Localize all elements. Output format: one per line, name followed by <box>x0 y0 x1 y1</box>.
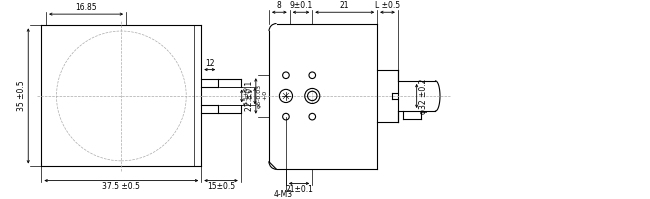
Text: 22 ±0.1: 22 ±0.1 <box>245 81 254 111</box>
Text: 5.5+0
  -0.1: 5.5+0 -0.1 <box>244 87 254 105</box>
Text: 15±0.5: 15±0.5 <box>207 182 235 191</box>
Text: φ6-0.03
    +0: φ6-0.03 +0 <box>257 84 268 108</box>
Text: 21±0.1: 21±0.1 <box>285 185 313 194</box>
Text: 16.85: 16.85 <box>75 3 97 12</box>
Text: 4-M3: 4-M3 <box>274 190 293 199</box>
Text: 8: 8 <box>277 1 281 10</box>
Text: 9±0.1: 9±0.1 <box>289 1 313 10</box>
Text: 21: 21 <box>340 1 350 10</box>
Text: L ±0.5: L ±0.5 <box>375 1 400 10</box>
Text: 37.5 ±0.5: 37.5 ±0.5 <box>103 182 140 191</box>
Text: 35 ±0.5: 35 ±0.5 <box>18 81 27 111</box>
Text: φ32 ±0.2: φ32 ±0.2 <box>419 78 428 114</box>
Text: 12: 12 <box>205 59 214 68</box>
